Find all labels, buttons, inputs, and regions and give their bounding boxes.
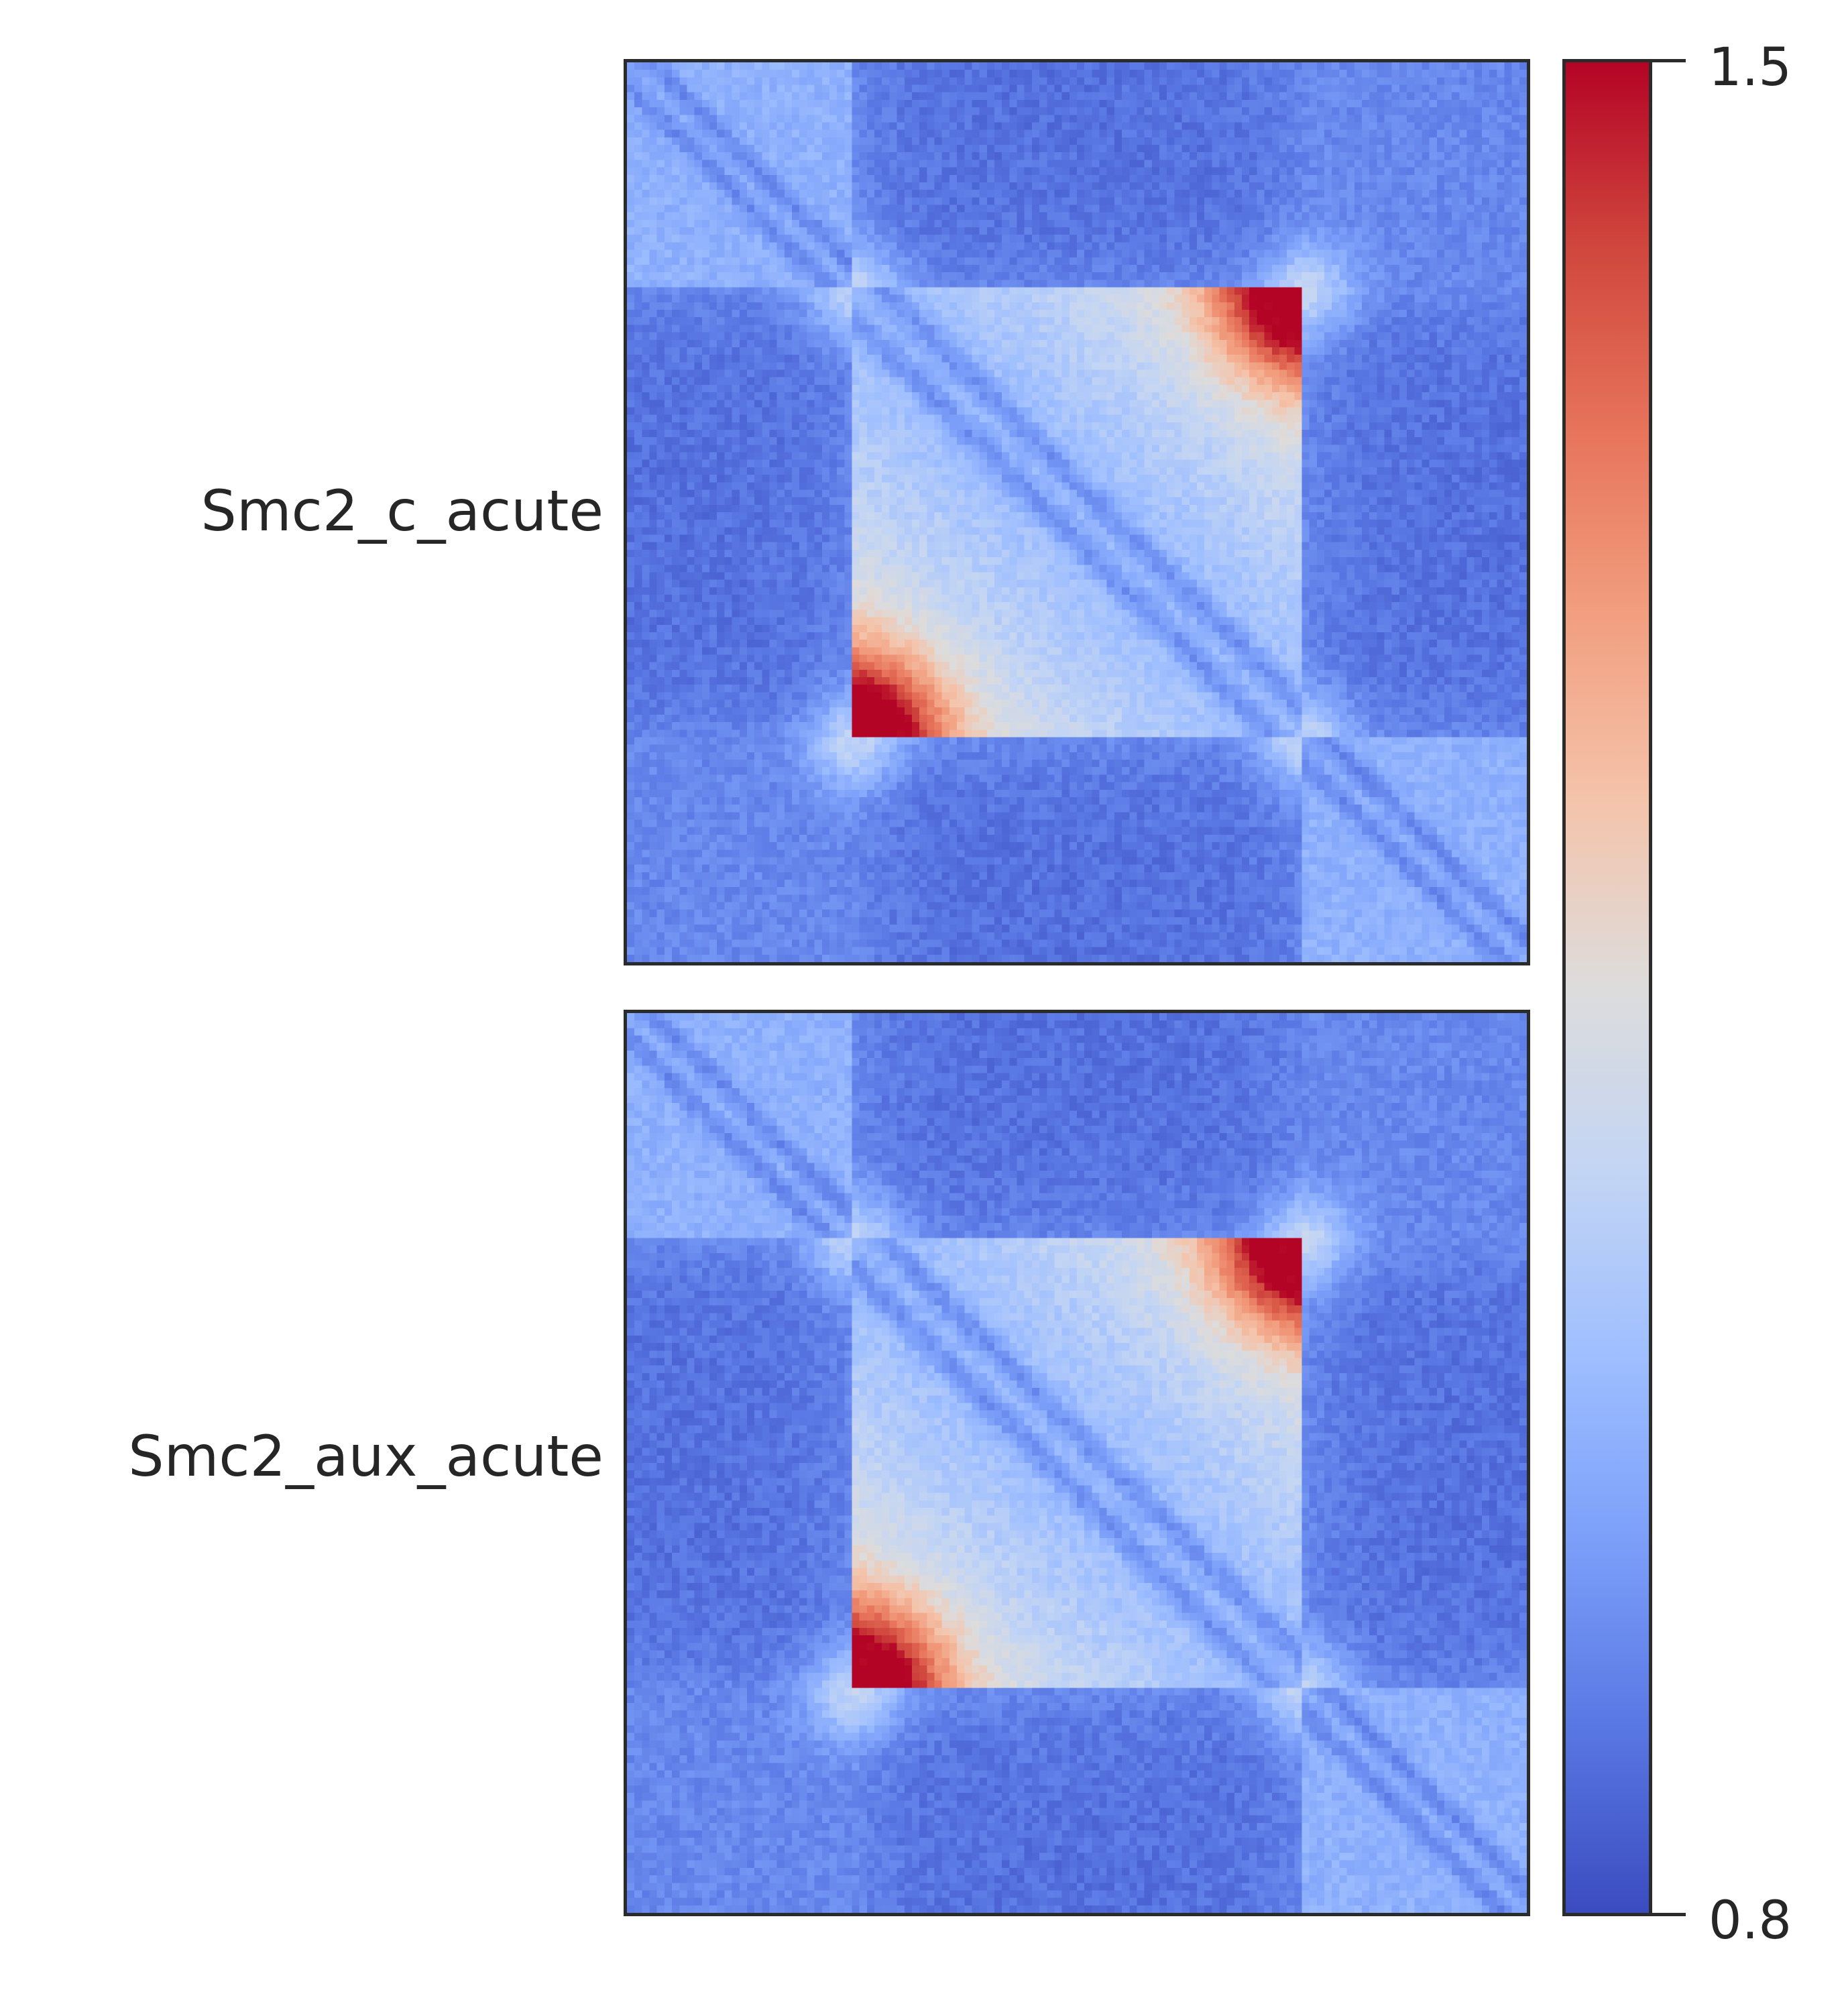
colorbar-gradient: [1566, 62, 1649, 1913]
colorbar-tick-bottom: [1651, 1913, 1686, 1916]
heatmap-canvas-2: [627, 1013, 1527, 1913]
heatmap-canvas-1: [627, 62, 1527, 962]
heatmap-panel-1: [624, 59, 1530, 965]
colorbar-tick-top: [1651, 59, 1686, 62]
heatmap-panel-2: [624, 1010, 1530, 1916]
panel-label-2: Smc2_aux_acute: [128, 1423, 603, 1489]
colorbar-ticklabel-min: 0.8: [1709, 1891, 1792, 1951]
colorbar-ticklabel-max: 1.5: [1709, 38, 1792, 98]
colorbar: [1562, 59, 1652, 1916]
panel-label-1: Smc2_c_acute: [200, 478, 603, 544]
